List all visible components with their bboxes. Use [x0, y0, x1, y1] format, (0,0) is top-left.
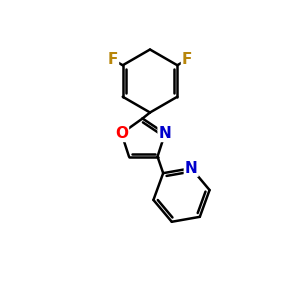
Text: F: F [108, 52, 118, 67]
Text: O: O [115, 126, 128, 141]
Text: N: N [159, 126, 171, 141]
Text: F: F [182, 52, 192, 67]
Text: N: N [185, 161, 198, 176]
